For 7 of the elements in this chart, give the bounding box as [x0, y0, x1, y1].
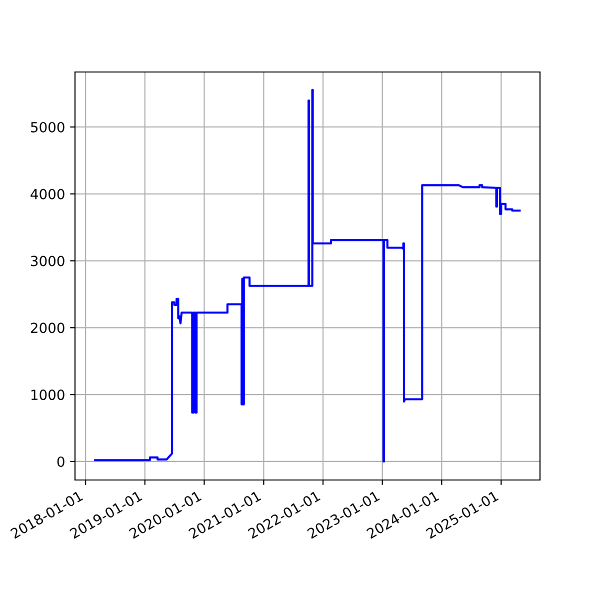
y-tick-label: 4000 [30, 188, 64, 200]
y-tick-label: 3000 [30, 256, 64, 266]
y-tick-label: 2000 [30, 322, 64, 334]
y-tick-label: 0 [57, 456, 64, 467]
y-tick-label: 5000 [31, 122, 64, 132]
line-series [94, 88, 521, 463]
y-tick-label: 1000 [31, 390, 64, 400]
